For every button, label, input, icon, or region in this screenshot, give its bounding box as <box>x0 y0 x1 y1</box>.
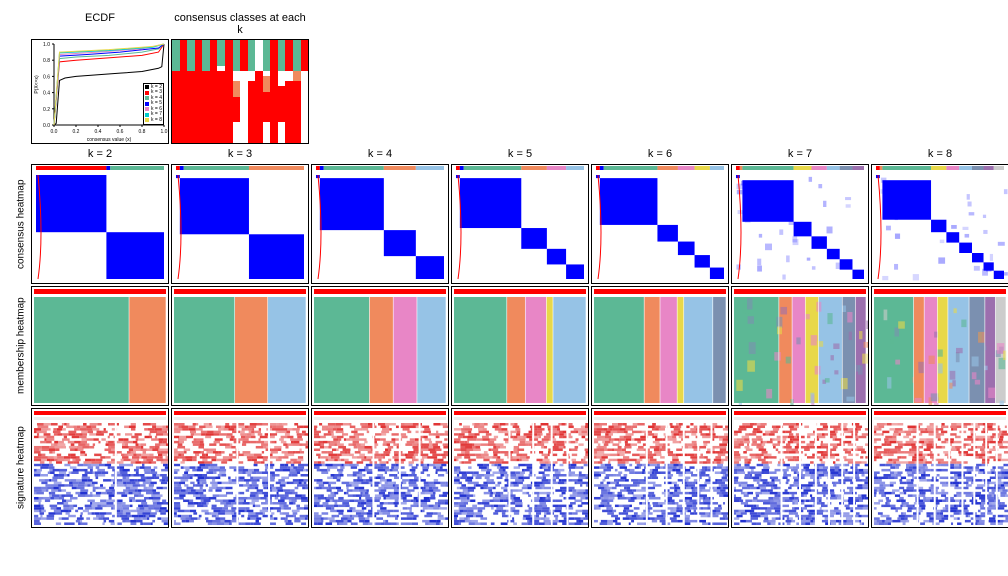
svg-text:consensus value (x): consensus value (x) <box>87 137 132 143</box>
consensus-classes-panel <box>171 39 309 144</box>
k-label: k = 5 <box>450 145 590 163</box>
k-label: k = 8 <box>870 145 1008 163</box>
k-label: k = 3 <box>170 145 310 163</box>
consensus-heatmap-panel <box>311 164 449 284</box>
ecdf-plot: 0.0 0.2 0.4 0.6 0.8 1.0 0.0 0.2 0.4 0.6 0.8 1.0 cons… <box>31 39 169 144</box>
consensus-heatmap-panel <box>171 164 309 284</box>
k-label: k = 6 <box>590 145 730 163</box>
k-label: k = 4 <box>310 145 450 163</box>
svg-text:0.0: 0.0 <box>51 129 58 135</box>
svg-text:1.0: 1.0 <box>161 129 168 135</box>
signature-heatmap-panel <box>31 408 169 528</box>
consensus-heatmap-panel <box>591 164 729 284</box>
svg-text:0.2: 0.2 <box>43 107 50 113</box>
svg-text:1.0: 1.0 <box>43 42 50 48</box>
svg-text:0.4: 0.4 <box>43 91 50 97</box>
signature-heatmap-panel <box>591 408 729 528</box>
ecdf-title: ECDF <box>30 10 170 38</box>
consensus-heatmap-panel <box>731 164 869 284</box>
row-label-membership: membership heatmap <box>10 285 30 407</box>
svg-text:0.8: 0.8 <box>139 129 146 135</box>
signature-heatmap-panel <box>171 408 309 528</box>
membership-heatmap-panel <box>171 286 309 406</box>
k-label: k = 7 <box>730 145 870 163</box>
consensus-heatmap-panel <box>31 164 169 284</box>
signature-heatmap-panel <box>871 408 1008 528</box>
row-label-consensus: consensus heatmap <box>10 163 30 285</box>
membership-heatmap-panel <box>311 286 449 406</box>
svg-text:0.0: 0.0 <box>43 123 50 129</box>
membership-heatmap-panel <box>31 286 169 406</box>
svg-text:0.6: 0.6 <box>43 74 50 80</box>
svg-text:0.8: 0.8 <box>43 58 50 64</box>
signature-heatmap-panel <box>731 408 869 528</box>
row-label-signature: signature heatmap <box>10 407 30 529</box>
consensus-heatmap-panel <box>451 164 589 284</box>
membership-heatmap-panel <box>731 286 869 406</box>
membership-heatmap-panel <box>591 286 729 406</box>
svg-text:P(X<=x): P(X<=x) <box>34 75 40 94</box>
svg-text:0.2: 0.2 <box>73 129 80 135</box>
consensus-heatmap-panel <box>871 164 1008 284</box>
signature-heatmap-panel <box>311 408 449 528</box>
membership-heatmap-panel <box>451 286 589 406</box>
consensus-classes-title: consensus classes at each k <box>170 10 310 38</box>
membership-heatmap-panel <box>871 286 1008 406</box>
svg-text:0.4: 0.4 <box>95 129 102 135</box>
signature-heatmap-panel <box>451 408 589 528</box>
k-label: k = 2 <box>30 145 170 163</box>
svg-text:0.6: 0.6 <box>117 129 124 135</box>
